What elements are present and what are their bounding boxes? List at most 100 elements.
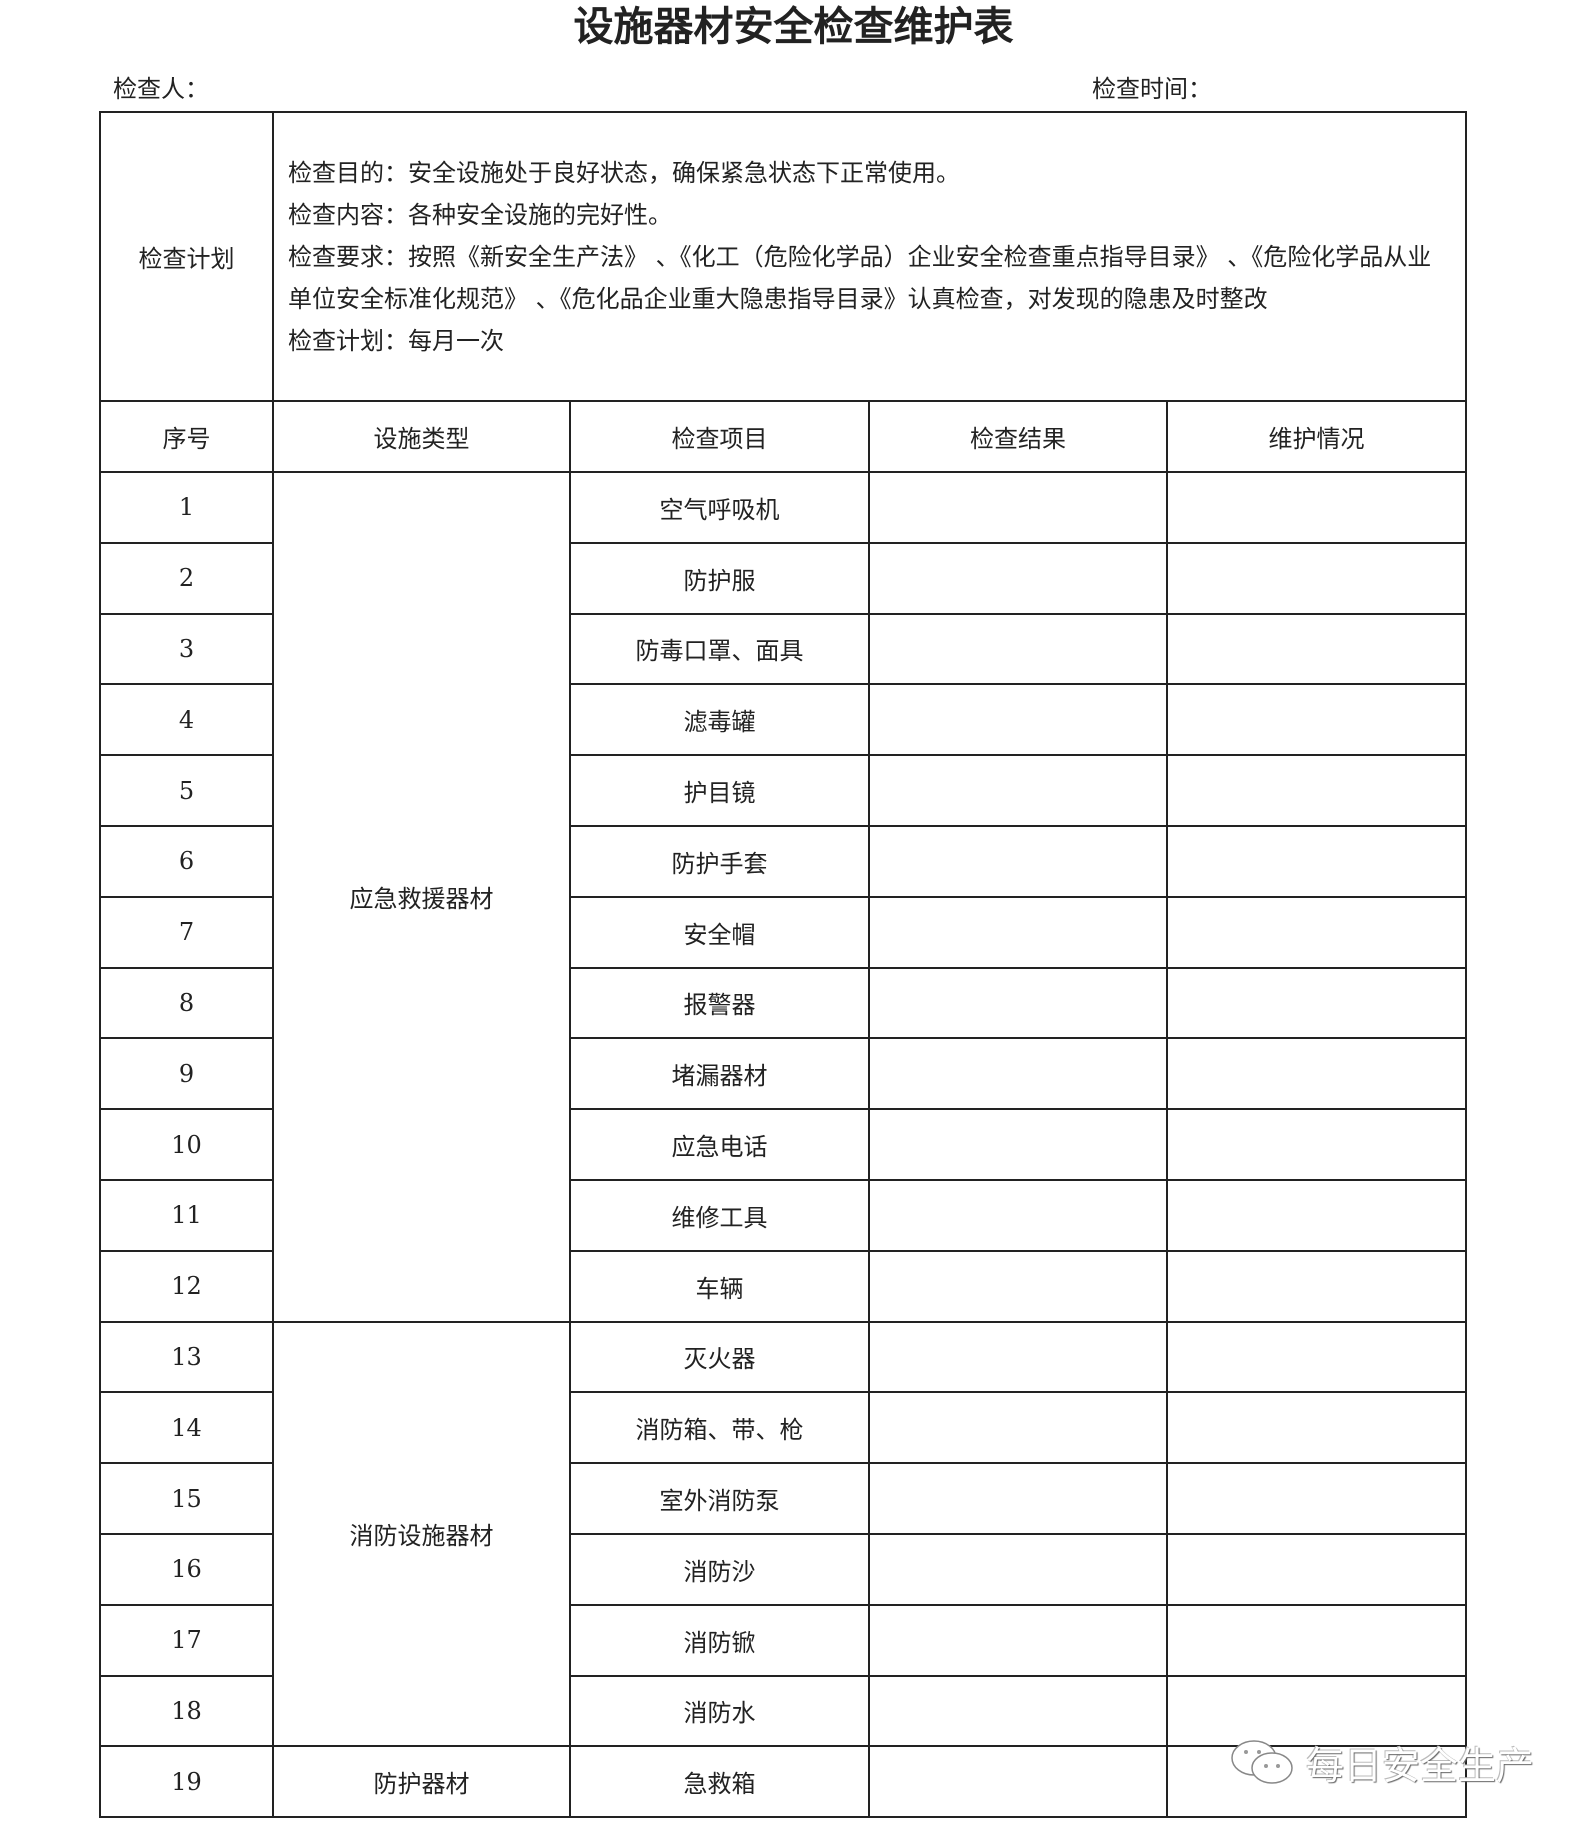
cell-result[interactable] <box>868 966 1168 1040</box>
inspection-time-label: 检查时间： <box>1092 75 1212 103</box>
table-row: 10 应急电话 <box>99 1108 1468 1181</box>
cell-maintenance[interactable] <box>1165 1320 1468 1394</box>
table-row: 14 消防箱、带、枪 <box>99 1391 1468 1465</box>
cell-result[interactable] <box>868 754 1168 827</box>
cell-result[interactable] <box>868 1108 1168 1181</box>
table-row: 17 消防锨 <box>99 1603 1468 1677</box>
cell-check-item: 防护手套 <box>569 824 870 898</box>
cell-maintenance[interactable] <box>1165 754 1468 827</box>
table-row: 16 消防沙 <box>99 1532 1468 1606</box>
cell-result[interactable] <box>868 1603 1168 1677</box>
plan-requirements: 检查要求：按照《新安全生产法》 、《化工（危险化学品）企业安全检查重点指导目录》… <box>288 242 1432 313</box>
cell-result[interactable] <box>868 1391 1168 1465</box>
cell-result[interactable] <box>868 1462 1168 1535</box>
cell-check-item: 消防锨 <box>569 1603 870 1677</box>
table-row: 8 报警器 <box>99 966 1468 1040</box>
cell-no: 11 <box>99 1178 274 1252</box>
cell-no: 6 <box>99 824 274 898</box>
table-row: 19 防护器材 急救箱 <box>99 1745 1468 1819</box>
cell-result[interactable] <box>868 471 1168 544</box>
watermark-text: 每日安全生产 <box>1306 1744 1535 1788</box>
cell-no: 9 <box>99 1037 274 1111</box>
cell-no: 17 <box>99 1603 274 1677</box>
cell-no: 16 <box>99 1532 274 1606</box>
cell-maintenance[interactable] <box>1165 683 1468 757</box>
cell-check-item: 消防水 <box>569 1674 870 1748</box>
watermark: 每日安全生产 <box>1228 1735 1534 1790</box>
plan-schedule: 检查计划：每月一次 <box>288 326 504 355</box>
table-row: 6 防护手套 <box>99 824 1468 898</box>
cell-result[interactable] <box>868 1178 1168 1252</box>
cell-result[interactable] <box>868 1745 1168 1819</box>
plan-text: 检查目的：安全设施处于良好状态，确保紧急状态下正常使用。 检查内容：各种安全设施… <box>271 111 1468 402</box>
cell-check-item: 空气呼吸机 <box>569 471 870 544</box>
cell-maintenance[interactable] <box>1165 1674 1468 1748</box>
cell-maintenance[interactable] <box>1165 895 1468 969</box>
cell-result[interactable] <box>868 1249 1168 1323</box>
cell-result[interactable] <box>868 1674 1168 1748</box>
cell-maintenance[interactable] <box>1165 541 1468 615</box>
cell-no: 18 <box>99 1674 274 1748</box>
cell-result[interactable] <box>868 541 1168 615</box>
cell-check-item: 灭火器 <box>569 1320 870 1394</box>
table-row: 3 防毒口罩、面具 <box>99 612 1468 686</box>
header-row: 序号 设施类型 检查项目 检查结果 维护情况 <box>99 400 1468 473</box>
cell-check-item: 消防沙 <box>569 1532 870 1606</box>
header-no: 序号 <box>99 400 274 473</box>
cell-maintenance[interactable] <box>1165 1745 1468 1819</box>
cell-check-item: 安全帽 <box>569 895 870 969</box>
cell-no: 14 <box>99 1391 274 1465</box>
cell-result[interactable] <box>868 1532 1168 1606</box>
cell-result[interactable] <box>868 683 1168 757</box>
cell-maintenance[interactable] <box>1165 966 1468 1040</box>
table-row: 15 室外消防泵 <box>99 1462 1468 1535</box>
plan-purpose: 检查目的：安全设施处于良好状态，确保紧急状态下正常使用。 <box>288 158 960 187</box>
cell-result[interactable] <box>868 1037 1168 1111</box>
cell-maintenance[interactable] <box>1165 1037 1468 1111</box>
cell-maintenance[interactable] <box>1165 1462 1468 1535</box>
header-result: 检查结果 <box>868 400 1168 473</box>
cell-check-item: 护目镜 <box>569 754 870 827</box>
header-type: 设施类型 <box>272 400 571 473</box>
cell-maintenance[interactable] <box>1165 1249 1468 1323</box>
cell-no: 8 <box>99 966 274 1040</box>
cell-result[interactable] <box>868 824 1168 898</box>
cell-check-item: 车辆 <box>569 1249 870 1323</box>
table-row: 7 安全帽 <box>99 895 1468 969</box>
cell-check-item: 堵漏器材 <box>569 1037 870 1111</box>
cell-maintenance[interactable] <box>1165 1108 1468 1181</box>
cell-facility-type: 应急救援器材 <box>272 471 571 1323</box>
cell-result[interactable] <box>868 1320 1168 1394</box>
table-row: 12 车辆 <box>99 1249 1468 1323</box>
header-maintenance: 维护情况 <box>1165 400 1468 473</box>
cell-maintenance[interactable] <box>1165 1391 1468 1465</box>
cell-check-item: 滤毒罐 <box>569 683 870 757</box>
cell-maintenance[interactable] <box>1165 612 1468 686</box>
cell-no: 19 <box>99 1745 274 1819</box>
cell-maintenance[interactable] <box>1165 471 1468 544</box>
plan-row: 检查计划 检查目的：安全设施处于良好状态，确保紧急状态下正常使用。 检查内容：各… <box>99 111 1468 402</box>
cell-no: 12 <box>99 1249 274 1323</box>
cell-no: 3 <box>99 612 274 686</box>
cell-no: 13 <box>99 1320 274 1394</box>
cell-maintenance[interactable] <box>1165 1603 1468 1677</box>
table-row: 2 防护服 <box>99 541 1468 615</box>
page-title: 设施器材安全检查维护表 <box>573 4 1014 50</box>
cell-maintenance[interactable] <box>1165 1532 1468 1606</box>
cell-check-item: 报警器 <box>569 966 870 1040</box>
cell-facility-type: 防护器材 <box>272 1745 571 1819</box>
table-row: 5 护目镜 <box>99 754 1468 827</box>
inspector-label: 检查人： <box>113 75 209 103</box>
cell-check-item: 防毒口罩、面具 <box>569 612 870 686</box>
cell-result[interactable] <box>868 895 1168 969</box>
cell-result[interactable] <box>868 612 1168 686</box>
cell-check-item: 应急电话 <box>569 1108 870 1181</box>
wechat-icon <box>1231 1739 1293 1784</box>
cell-check-item: 防护服 <box>569 541 870 615</box>
cell-maintenance[interactable] <box>1165 824 1468 898</box>
table-row: 18 消防水 <box>99 1674 1468 1748</box>
cell-facility-type: 消防设施器材 <box>272 1320 571 1748</box>
table-row: 1 应急救援器材 空气呼吸机 <box>99 471 1468 1323</box>
plan-label: 检查计划 <box>99 111 274 402</box>
cell-maintenance[interactable] <box>1165 1178 1468 1252</box>
